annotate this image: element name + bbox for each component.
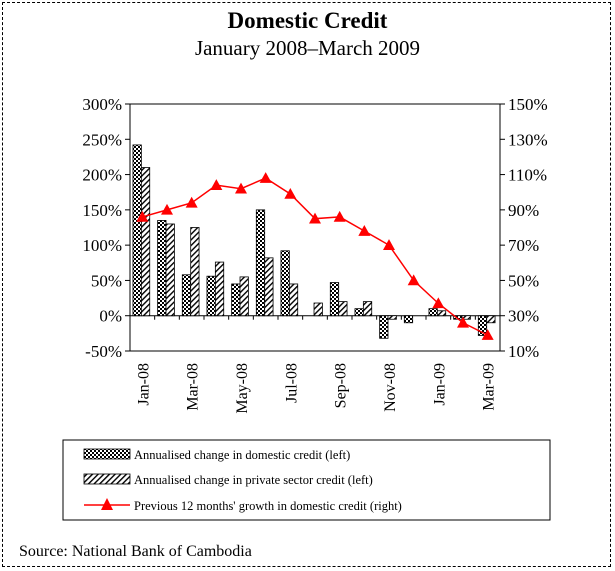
left-tick-label: 200% [82, 166, 122, 185]
x-tick-label: Jan-08 [135, 363, 152, 406]
growth-point [457, 316, 469, 328]
growth-point [407, 274, 420, 286]
right-tick-label: 70% [508, 236, 539, 255]
legend-swatch-marker [101, 498, 113, 510]
private-credit-bar [313, 302, 323, 317]
chart-subtitle: January 2008–March 2009 [194, 36, 421, 60]
domestic-credit-bar [329, 282, 340, 317]
x-tick-label: Jan-09 [431, 363, 448, 406]
left-tick-label: 50% [91, 271, 122, 290]
private-credit-bar [239, 276, 249, 317]
growth-point [210, 179, 223, 190]
private-credit-bar [362, 301, 373, 317]
chart-title: Domestic Credit [227, 8, 388, 33]
domestic-credit-bar [354, 308, 364, 317]
private-credit-bar [461, 315, 471, 320]
domestic-credit-bar [477, 315, 488, 336]
private-credit-bar [190, 227, 200, 317]
legend-swatch-domestic [83, 448, 131, 460]
domestic-credit-bar [157, 220, 167, 317]
left-tick-label: -50% [85, 342, 122, 361]
right-tick-label: 30% [508, 307, 539, 326]
domestic-credit-bar [428, 308, 438, 317]
right-tick-label: 90% [508, 201, 539, 220]
x-tick-label: Mar-09 [481, 363, 498, 411]
left-tick-label: 250% [82, 130, 122, 149]
private-credit-bar [165, 223, 175, 317]
growth-point [383, 239, 395, 250]
domestic-credit-bar [379, 315, 389, 339]
domestic-credit-bar [206, 275, 216, 317]
growth-point [161, 203, 173, 215]
left-tick-label: 0% [99, 307, 122, 326]
legend-label: Annualised change in private sector cred… [134, 473, 373, 487]
growth-point [136, 210, 149, 222]
private-credit-bar [338, 301, 348, 317]
domestic-credit-bar [255, 209, 266, 317]
growth-point [358, 225, 371, 236]
domestic-credit-bar [403, 315, 414, 324]
growth-point [235, 182, 247, 194]
left-tick-label: 100% [82, 236, 122, 255]
source-note: Source: National Bank of Cambodia [19, 543, 252, 560]
x-tick-label: May-08 [234, 363, 251, 414]
growth-point [309, 212, 321, 224]
figure-frame [2, 2, 611, 567]
domestic-credit-bar [181, 274, 192, 317]
right-tick-label: 130% [508, 130, 548, 149]
domestic-credit-bar [132, 144, 142, 317]
right-tick-label: 10% [508, 342, 539, 361]
x-tick-label: Sep-08 [333, 363, 350, 408]
growth-point [333, 210, 346, 222]
private-credit-bar [288, 283, 299, 317]
x-tick-label: Nov-08 [382, 363, 399, 412]
private-credit-bar [140, 167, 151, 317]
private-credit-bar [387, 315, 397, 320]
plot-area [129, 103, 501, 352]
private-credit-bar [264, 257, 274, 317]
growth-point [259, 172, 272, 183]
private-credit-bar [214, 261, 225, 317]
legend-label: Previous 12 months' growth in domestic c… [134, 499, 402, 513]
domestic-credit-bar [280, 250, 290, 317]
legend-box [62, 439, 551, 521]
private-credit-bar [486, 315, 496, 324]
right-tick-label: 50% [508, 271, 539, 290]
private-credit-bar [436, 310, 447, 317]
x-tick-label: Jul-08 [283, 363, 300, 403]
right-tick-label: 110% [508, 166, 547, 185]
right-tick-label: 150% [508, 95, 548, 114]
domestic-credit-bar [231, 283, 241, 317]
x-tick-label: Mar-08 [185, 363, 202, 411]
growth-point [284, 187, 297, 199]
left-tick-label: 150% [82, 201, 122, 220]
left-tick-label: 300% [82, 95, 122, 114]
legend-label: Annualised change in domestic credit (le… [134, 448, 350, 462]
growth-point [432, 297, 445, 309]
legend-swatch-private [83, 473, 131, 485]
growth-point [185, 196, 198, 208]
growth-point [481, 329, 494, 340]
